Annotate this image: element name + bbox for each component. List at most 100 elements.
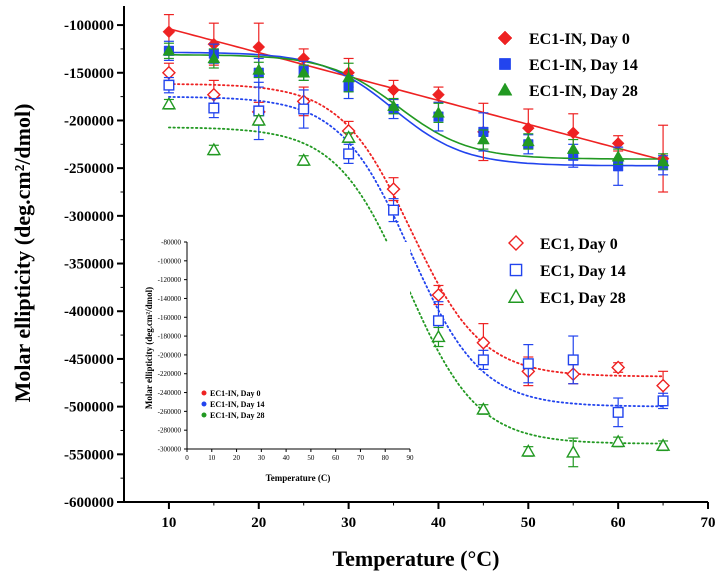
main-legend-label: EC1, Day 28	[540, 290, 626, 307]
main-data-point	[208, 102, 220, 114]
main-y-tick-label: -300000	[64, 209, 114, 225]
main-legend-marker	[497, 82, 513, 96]
main-data-point	[432, 106, 445, 118]
main-data-point	[252, 40, 266, 54]
main-data-point	[343, 148, 355, 160]
main-data-point	[477, 354, 489, 366]
inset-x-tick-label: 90	[407, 454, 415, 462]
main-data-point	[297, 66, 311, 78]
main-x-axis-label: Temperature (°C)	[332, 546, 499, 571]
inset-x-tick-label: 50	[307, 454, 315, 462]
inset-x-axis-label: Temperature (C)	[266, 473, 331, 483]
main-y-axis-label: Molar ellipticity (deg.cm²/dmol)	[10, 104, 35, 403]
main-data-point	[610, 434, 626, 448]
main-data-point	[566, 444, 581, 458]
main-data-point	[252, 63, 266, 75]
main-y-tick-label: -100000	[64, 18, 114, 34]
main-data-point	[206, 142, 222, 156]
main-data-point	[476, 133, 490, 145]
main-data-point	[566, 142, 580, 154]
main-data-point	[476, 402, 491, 415]
main-legend-marker	[509, 263, 523, 277]
main-axes: 10 20 30 40 50 60 70 -600000 -550000 -500000 -4500…	[64, 6, 716, 531]
inset-x-tick-label: 30	[258, 454, 266, 462]
main-y-tick-label: -200000	[64, 113, 114, 129]
main-data-point	[522, 358, 534, 370]
main-legend-label: EC1, Day 0	[540, 236, 618, 253]
main-x-tick-label: 10	[161, 515, 176, 531]
main-y-tick-label: -550000	[64, 447, 114, 463]
main-data-point	[342, 71, 356, 83]
main-y-tick-label: -400000	[64, 304, 114, 320]
inset-legend-marker	[201, 390, 207, 396]
main-data-point	[207, 51, 221, 64]
main-legend: EC1-IN, Day 0 EC1-IN, Day 14 EC1-IN, Day 2…	[497, 30, 638, 307]
main-data-point	[431, 329, 446, 343]
main-y-tick-label: -150000	[64, 66, 114, 82]
main-data-point	[612, 406, 624, 418]
main-x-tick-label: 60	[611, 515, 626, 531]
inset-legend-label: EC1-IN, Day 14	[210, 400, 264, 409]
inset-y-tick-label: -280000	[158, 427, 182, 435]
main-data-point	[521, 444, 536, 457]
inset-x-tick-label: 40	[283, 454, 291, 462]
main-data-point	[388, 204, 400, 216]
main-x-tick-label: 70	[701, 515, 716, 531]
inset-y-tick-label: -200000	[158, 351, 182, 359]
main-data-point	[161, 96, 177, 110]
main-y-tick-label: -450000	[64, 352, 114, 368]
main-fit-curve-2	[168, 54, 664, 160]
inset-x-tick-label: 20	[233, 454, 241, 462]
main-data-point	[298, 103, 310, 115]
main-fit-curve-3	[168, 83, 664, 378]
inset-y-tick-label: -120000	[158, 276, 182, 284]
main-legend-label: EC1, Day 14	[540, 263, 626, 280]
main-data-point	[657, 395, 669, 407]
main-y-tick-label: -500000	[64, 400, 114, 416]
main-data-point	[387, 83, 400, 97]
inset-y-tick-label: -160000	[158, 314, 182, 322]
inset-legend-label: EC1-IN, Day 28	[210, 411, 264, 420]
main-x-tick-label: 20	[251, 515, 266, 531]
inset-x-tick-label: 0	[185, 454, 189, 462]
inset-legend-marker	[201, 401, 207, 407]
inset-plot: 0 10 20 30 40 50 60 70 80 90 -300000 -280000 -260000…	[158, 239, 414, 463]
inset-background	[187, 242, 410, 449]
inset-x-tick-label: 80	[382, 454, 390, 462]
main-data-point	[476, 335, 491, 350]
main-x-tick-label: 50	[521, 515, 536, 531]
main-data-point	[611, 360, 626, 375]
main-data-point	[656, 154, 670, 167]
main-y-tick-label: -350000	[64, 257, 114, 273]
main-legend-label: EC1-IN, Day 28	[529, 83, 638, 100]
main-fit-curve-4	[168, 96, 664, 408]
inset-y-tick-label: -80000	[161, 239, 181, 247]
main-x-tick-label: 30	[341, 515, 356, 531]
main-legend-marker	[497, 30, 513, 46]
inset-legend-marker	[201, 412, 207, 418]
main-data-points	[161, 13, 671, 468]
main-legend-marker	[499, 58, 511, 70]
main-data-point	[521, 134, 535, 147]
main-data-point	[655, 438, 671, 451]
inset-legend: EC1-IN, Day 0 EC1-IN, Day 14 EC1-IN, Day 2…	[201, 389, 264, 420]
inset-y-tick-label: -300000	[158, 446, 182, 454]
main-fit-curve-1	[168, 51, 664, 167]
inset-x-tick-label: 10	[208, 454, 216, 462]
main-fit-curve-0	[168, 27, 664, 161]
inset-y-tick-label: -240000	[158, 389, 182, 397]
main-fit-curve-5	[168, 126, 664, 445]
main-data-point	[162, 44, 176, 56]
main-data-point	[431, 288, 446, 303]
main-data-point	[163, 79, 175, 91]
inset-y-tick-label: -260000	[158, 408, 182, 416]
main-data-point	[656, 378, 671, 393]
inset-x-tick-label: 60	[332, 454, 340, 462]
main-data-point	[567, 354, 579, 366]
main-legend-marker	[507, 288, 525, 303]
inset-y-tick-label: -100000	[158, 257, 182, 265]
main-data-point	[296, 153, 311, 166]
inset-y-tick-label: -220000	[158, 370, 182, 378]
inset-y-axis-label: Molar ellipticity (deg.cm²/dmol)	[144, 287, 154, 409]
